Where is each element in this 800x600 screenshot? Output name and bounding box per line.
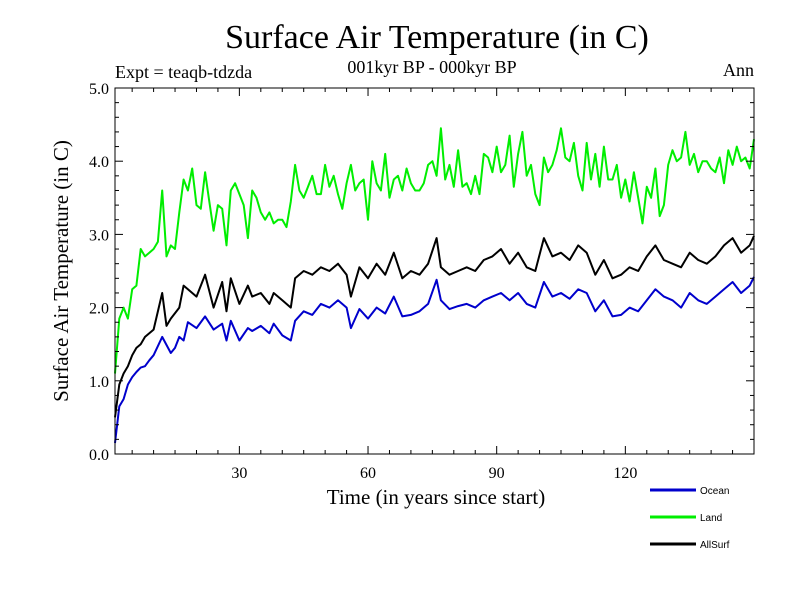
x-tick-label: 30: [231, 465, 247, 482]
experiment-label: Expt = teaqb-tdzda: [115, 62, 252, 82]
x-tick-label: 120: [613, 465, 637, 482]
x-tick-label: 60: [360, 465, 376, 482]
legend: Ocean Land AllSurf: [650, 486, 730, 551]
x-tick-label: 90: [489, 465, 505, 482]
season-label: Ann: [723, 60, 754, 80]
y-tick-label: 5.0: [89, 81, 109, 98]
y-tick-label: 2.0: [89, 301, 109, 318]
y-tick-label: 4.0: [89, 154, 109, 171]
y-tick-label: 0.0: [89, 447, 109, 464]
y-tick-label: 3.0: [89, 227, 109, 244]
legend-label-allsurf: AllSurf: [700, 540, 730, 551]
plot-frame: [114, 87, 755, 455]
chart-subtitle: 001kyr BP - 000kyr BP: [347, 57, 516, 77]
chart-title: Surface Air Temperature (in C): [225, 19, 649, 56]
series-line-allsurf: [114, 235, 755, 418]
y-axis-label: Surface Air Temperature (in C): [49, 140, 73, 402]
tick-layer: 30 60 90 120 0.0 1.0 2.0 3.0 4.0 5.0: [89, 81, 754, 482]
series-layer: [114, 127, 755, 444]
legend-label-ocean: Ocean: [700, 486, 729, 497]
series-line-land: [114, 127, 755, 374]
x-axis-label: Time (in years since start): [327, 485, 546, 509]
series-line-ocean: [114, 276, 755, 444]
y-tick-label: 1.0: [89, 374, 109, 391]
legend-label-land: Land: [700, 513, 722, 524]
